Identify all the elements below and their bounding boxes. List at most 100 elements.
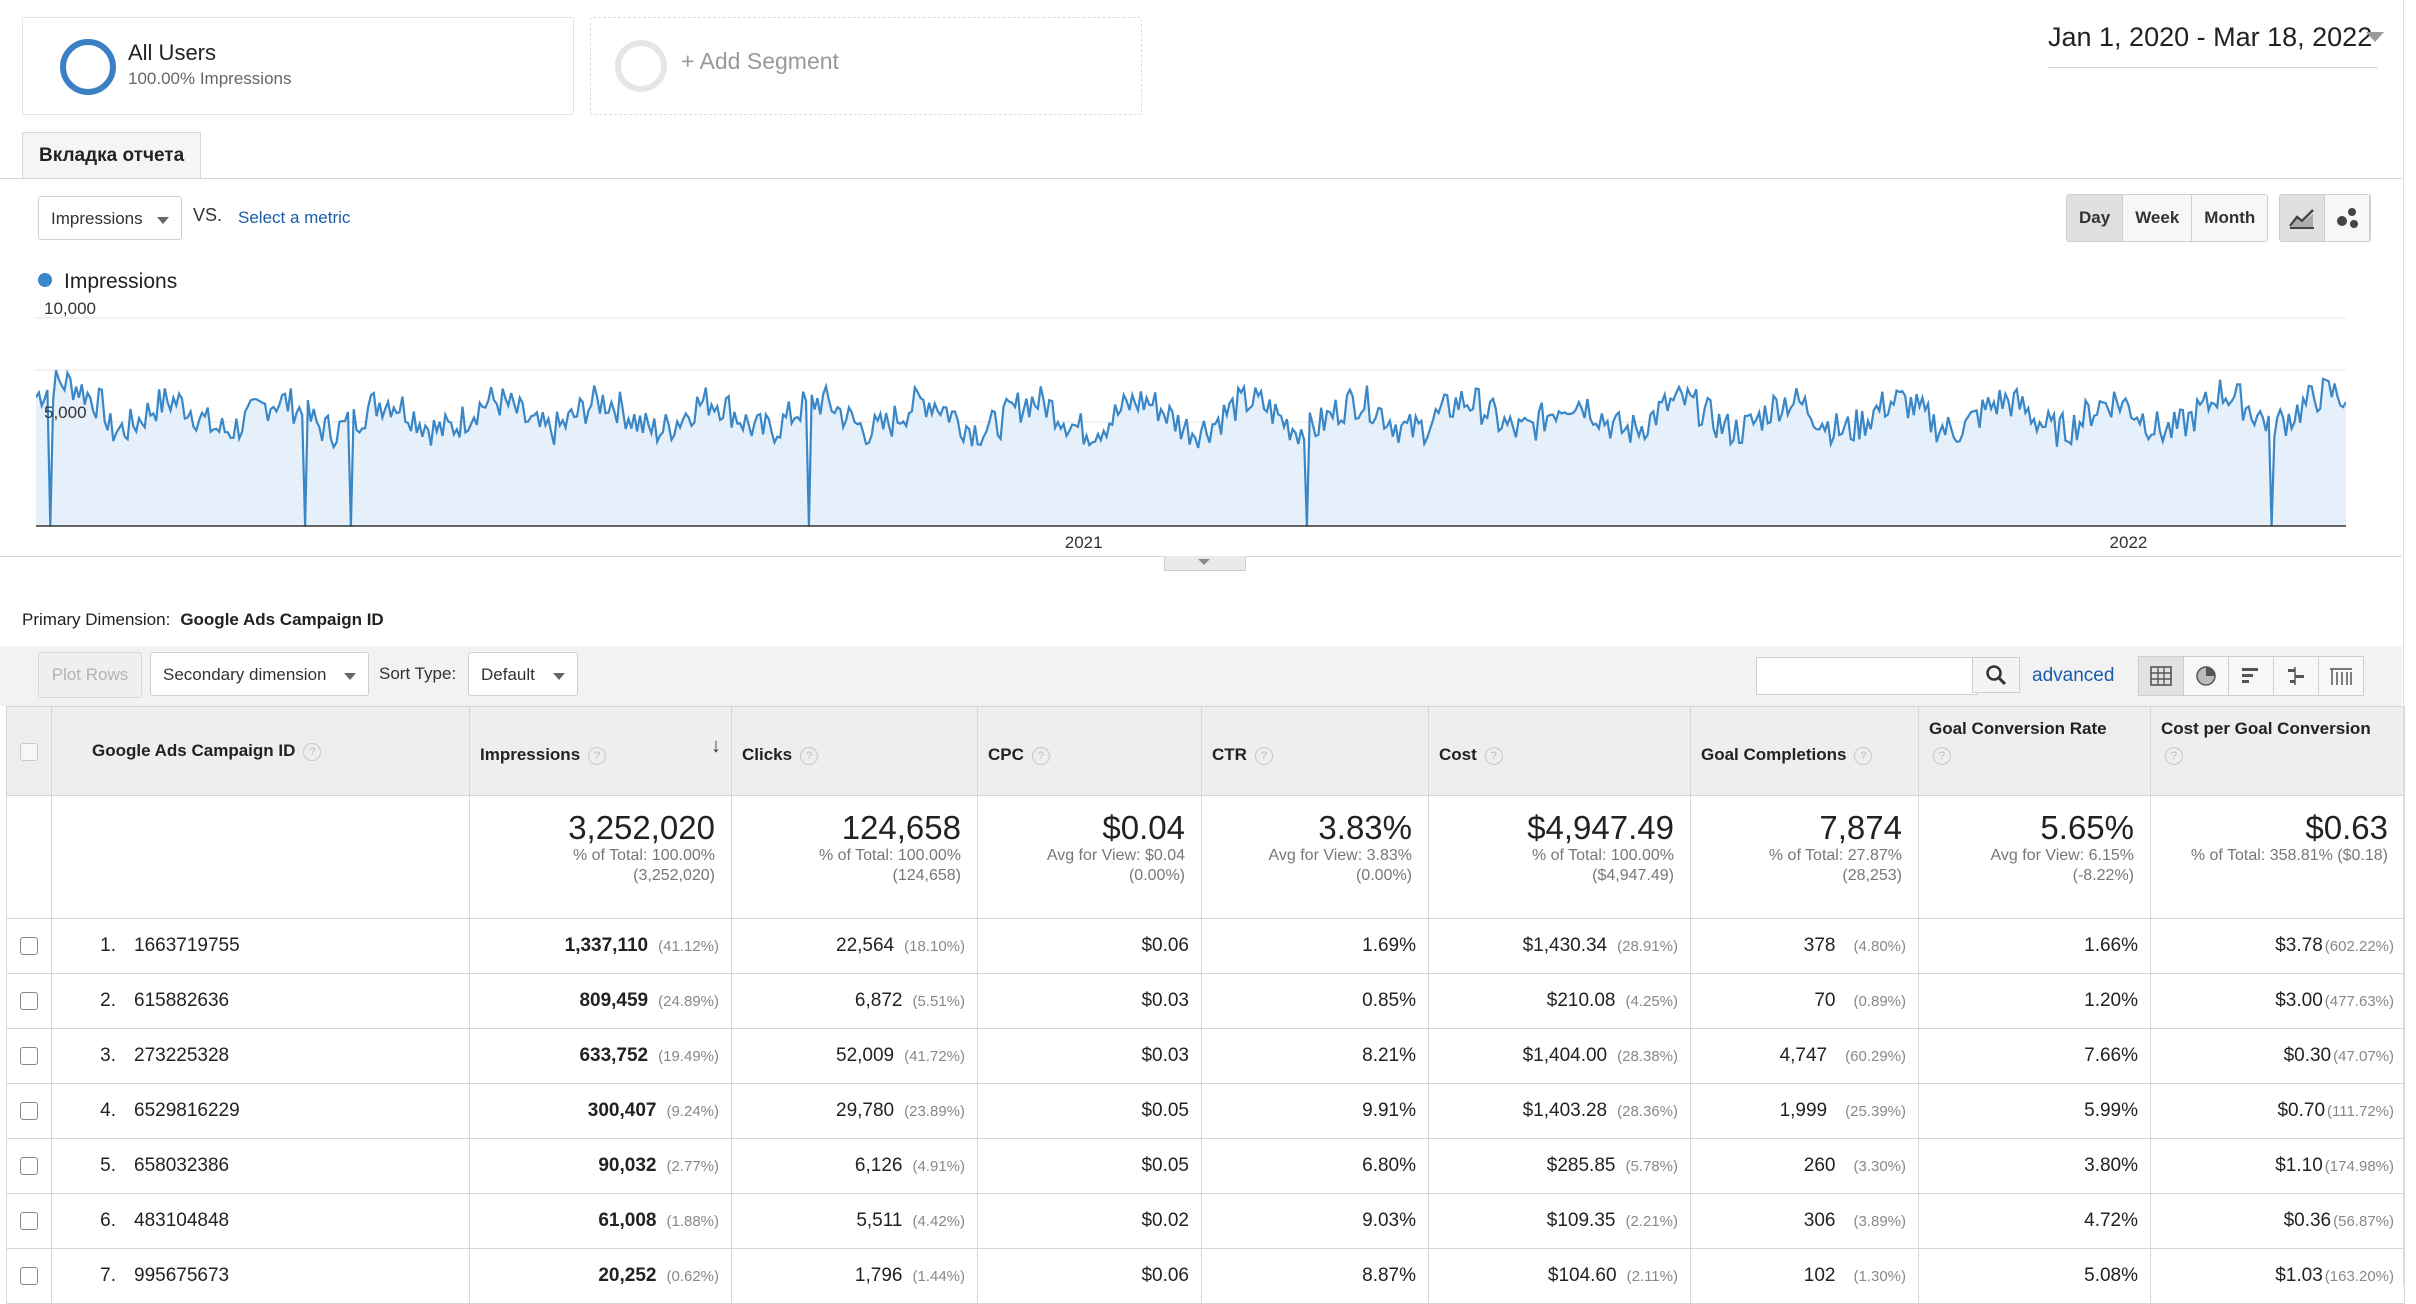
help-icon[interactable]: ? [1031, 747, 1050, 765]
ctr-value: 8.87% [1362, 1265, 1416, 1286]
cpc-value: $0.02 [1141, 1210, 1189, 1231]
table-row[interactable]: 6. 483104848 61,008 (1.88%) 5,511 (4.42%) $0.0… [6, 1193, 2405, 1249]
cost-value: $109.35 [1546, 1210, 1616, 1231]
search-button[interactable] [1972, 657, 2020, 693]
line-chart-icon[interactable] [2280, 195, 2325, 241]
goal-completions-cell: 306 (3.89%) [1690, 1193, 1919, 1249]
tab-report[interactable]: Вкладка отчета [22, 132, 202, 179]
motion-chart-icon[interactable] [2325, 195, 2370, 241]
table-row[interactable]: 2. 615882636 809,459 (24.89%) 6,872 (5.51%) $0… [6, 973, 2405, 1029]
table-search-input[interactable] [1756, 657, 1978, 695]
cpc-cell: $0.05 [977, 1083, 1202, 1139]
secondary-dimension-dropdown[interactable]: Secondary dimension [150, 652, 370, 696]
metric-dropdown[interactable]: Impressions [38, 196, 182, 240]
sort-type-dropdown[interactable]: Default [468, 652, 578, 696]
help-icon[interactable]: ? [1254, 747, 1273, 765]
select-all-checkbox[interactable] [20, 742, 38, 761]
ctr-value: 0.85% [1362, 990, 1416, 1011]
clicks-value: 29,780 [836, 1100, 895, 1121]
col-header-cost[interactable]: Cost? [1428, 706, 1691, 796]
col-header-cpc[interactable]: CPC? [977, 706, 1202, 796]
impressions-chart[interactable]: 10,000 5,000 2021 2022 [36, 300, 2346, 560]
chevron-down-icon [156, 217, 169, 224]
row-checkbox[interactable] [20, 1046, 38, 1065]
comparison-view-icon[interactable] [2274, 657, 2319, 695]
date-range-picker[interactable]: Jan 1, 2020 - Mar 18, 2022 [2048, 22, 2384, 68]
campaign-id-cell: 3. 273225328 [51, 1028, 470, 1084]
help-icon[interactable]: ? [1933, 747, 1951, 765]
row-rank: 1. [100, 935, 116, 956]
chart-collapse-handle[interactable] [1164, 556, 1246, 571]
impressions-cell: 20,252 (0.62%) [469, 1248, 732, 1304]
row-rank: 2. [100, 990, 116, 1011]
help-icon[interactable]: ? [588, 747, 607, 765]
campaign-id-link[interactable]: 6529816229 [134, 1100, 240, 1121]
col-header-cost-per-goal-conversion[interactable]: Cost per Goal Conversion? [2150, 706, 2405, 796]
help-icon[interactable]: ? [800, 747, 819, 765]
pivot-view-icon[interactable] [2319, 657, 2363, 695]
clicks-cell: 22,564 (18.10%) [731, 918, 978, 974]
bar-view-icon[interactable] [2229, 657, 2274, 695]
segment-all-users[interactable]: All Users 100.00% Impressions [22, 17, 574, 115]
table-row[interactable]: 1. 1663719755 1,337,110 (41.12%) 22,564 (18.1… [6, 918, 2405, 974]
campaign-id-link[interactable]: 615882636 [134, 990, 230, 1011]
select-metric-link[interactable]: Select a metric [238, 208, 351, 227]
col-header-clicks[interactable]: Clicks? [731, 706, 978, 796]
row-select-cell [6, 918, 52, 974]
granularity-day-button[interactable]: Day [2067, 195, 2124, 241]
campaign-id-link[interactable]: 273225328 [134, 1045, 230, 1066]
goal-conversion-rate-cell: 4.72% [1918, 1193, 2151, 1249]
plot-rows-button[interactable]: Plot Rows [38, 652, 142, 698]
row-checkbox[interactable] [20, 1156, 38, 1175]
chart-legend: Impressions [38, 270, 177, 294]
campaign-id-link[interactable]: 658032386 [134, 1155, 230, 1176]
totals-cell: $0.63% of Total: 358.81% ($0.18) [2150, 795, 2405, 919]
granularity-month-button[interactable]: Month [2204, 208, 2256, 227]
totals-value: 3.83% [1318, 809, 1412, 846]
help-icon[interactable]: ? [303, 743, 322, 761]
row-checkbox[interactable] [20, 991, 38, 1010]
clicks-percent: (4.42%) [912, 1213, 965, 1230]
table-row[interactable]: 5. 658032386 90,032 (2.77%) 6,126 (4.91%) $0.0… [6, 1138, 2405, 1194]
impressions-cell: 61,008 (1.88%) [469, 1193, 732, 1249]
row-checkbox[interactable] [20, 1101, 38, 1120]
goal-completions-value: 306 [1803, 1210, 1836, 1231]
granularity-week-button[interactable]: Week [2123, 195, 2193, 241]
goal-conversion-rate-value: 7.66% [2084, 1045, 2138, 1066]
add-segment-button[interactable]: + Add Segment [590, 17, 1142, 115]
help-icon[interactable]: ? [1854, 747, 1873, 765]
col-header-goal-conversion-rate[interactable]: Goal Conversion Rate? [1918, 706, 2151, 796]
impressions-percent: (19.49%) [658, 1048, 719, 1065]
table-row[interactable]: 4. 6529816229 300,407 (9.24%) 29,780 (23.89%)… [6, 1083, 2405, 1139]
campaign-id-cell: 5. 658032386 [51, 1138, 470, 1194]
table-view-icon[interactable] [2139, 657, 2184, 695]
row-checkbox[interactable] [20, 1266, 38, 1285]
legend-label: Impressions [64, 270, 178, 293]
help-icon[interactable]: ? [1484, 747, 1503, 765]
cost-per-goal-cell: $0.70 (111.72%) [2150, 1083, 2405, 1139]
table-header-row: Google Ads Campaign ID? Impressions? ↓ Cl… [6, 706, 2405, 796]
table-row[interactable]: 3. 273225328 633,752 (19.49%) 52,009 (41.72%)… [6, 1028, 2405, 1084]
col-header-impressions[interactable]: Impressions? ↓ [469, 706, 732, 796]
row-select-cell [6, 1138, 52, 1194]
campaign-id-link[interactable]: 483104848 [134, 1210, 230, 1231]
col-header-campaign-id[interactable]: Google Ads Campaign ID? [51, 706, 470, 796]
totals-value: 124,658 [841, 809, 961, 846]
totals-subtext: % of Total: 358.81% ($0.18) [2190, 847, 2388, 864]
cpc-cell: $0.06 [977, 918, 1202, 974]
campaign-id-cell: 6. 483104848 [51, 1193, 470, 1249]
goal-conversion-rate-value: 4.72% [2084, 1210, 2138, 1231]
help-icon[interactable]: ? [2165, 747, 2183, 765]
campaign-id-link[interactable]: 995675673 [134, 1265, 230, 1286]
totals-subtext: (28,253) [1842, 867, 1902, 884]
pie-view-icon[interactable] [2184, 657, 2229, 695]
col-header-goal-completions[interactable]: Goal Completions? [1690, 706, 1919, 796]
table-row[interactable]: 7. 995675673 20,252 (0.62%) 1,796 (1.44%) $0.0… [6, 1248, 2405, 1304]
campaign-id-link[interactable]: 1663719755 [134, 935, 240, 956]
totals-value: $0.63 [2305, 809, 2388, 846]
primary-dimension-value[interactable]: Google Ads Campaign ID [180, 610, 384, 629]
col-header-ctr[interactable]: CTR? [1201, 706, 1429, 796]
advanced-filter-link[interactable]: advanced [2032, 665, 2115, 686]
row-checkbox[interactable] [20, 1211, 38, 1230]
row-checkbox[interactable] [20, 936, 38, 955]
